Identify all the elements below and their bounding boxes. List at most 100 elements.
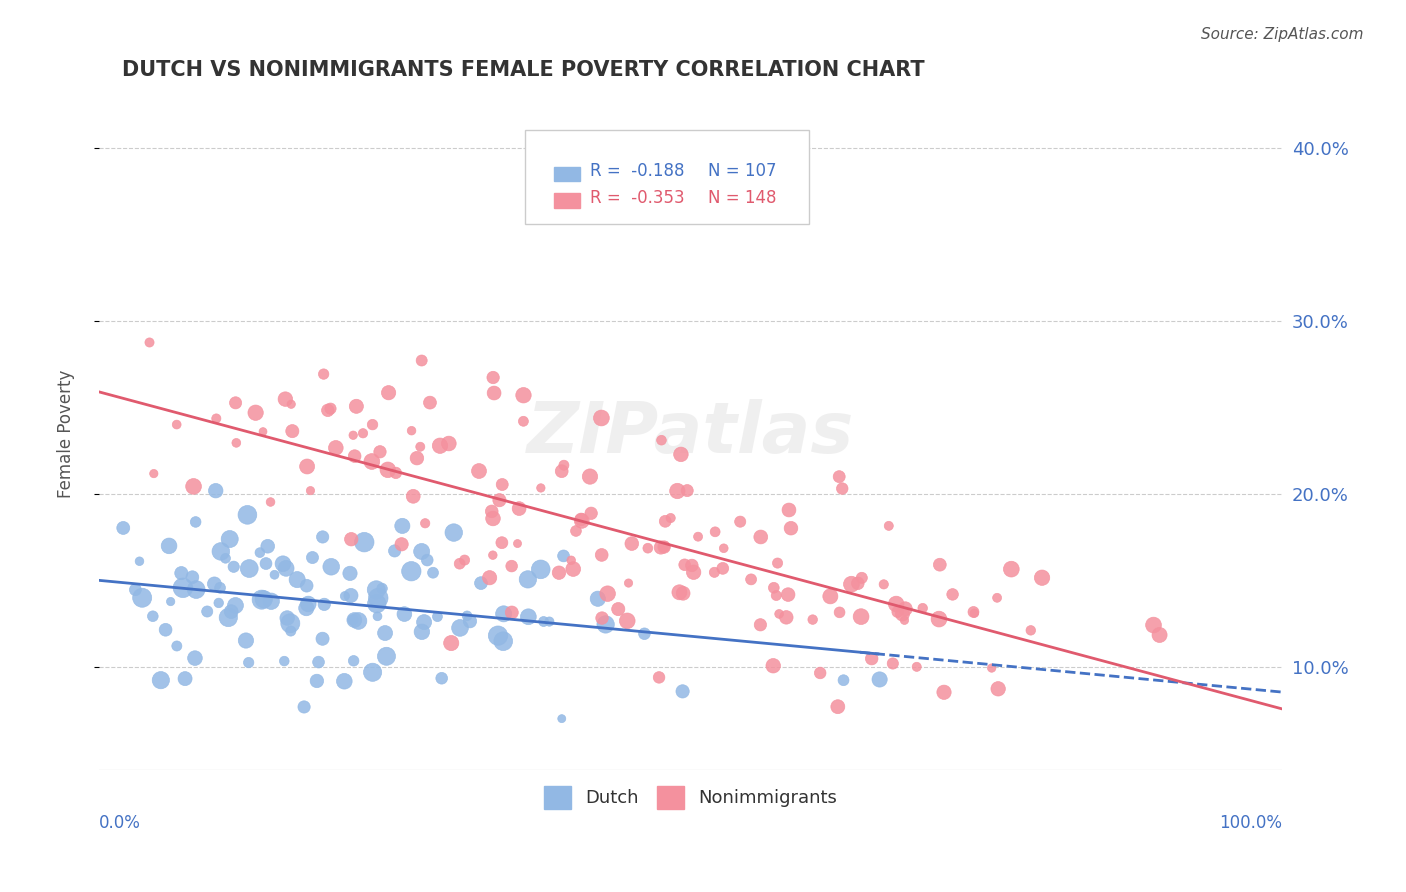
Point bbox=[208, 581, 231, 595]
Point bbox=[416, 553, 439, 567]
Point bbox=[297, 597, 319, 611]
Point bbox=[360, 454, 382, 468]
Point bbox=[654, 514, 676, 528]
Point bbox=[263, 567, 285, 582]
Point bbox=[311, 530, 333, 544]
Point bbox=[468, 464, 491, 478]
Point bbox=[516, 573, 538, 587]
Point bbox=[375, 649, 398, 664]
Point bbox=[659, 511, 682, 525]
Point bbox=[219, 605, 242, 619]
Point bbox=[579, 469, 602, 483]
Point bbox=[256, 539, 278, 553]
Point bbox=[553, 458, 575, 473]
Point bbox=[254, 557, 277, 571]
Text: R =  -0.188: R = -0.188 bbox=[591, 161, 685, 179]
Text: ZIPatlas: ZIPatlas bbox=[527, 399, 855, 468]
Point bbox=[893, 613, 915, 627]
Point bbox=[491, 477, 513, 491]
Point bbox=[591, 611, 613, 625]
Point bbox=[778, 588, 800, 602]
Text: R =  -0.353: R = -0.353 bbox=[591, 188, 685, 207]
Point bbox=[271, 557, 294, 571]
Point bbox=[342, 428, 364, 442]
Point bbox=[411, 544, 433, 558]
Point bbox=[704, 524, 727, 539]
Point bbox=[891, 607, 914, 621]
Point bbox=[676, 483, 699, 498]
Point bbox=[652, 540, 675, 554]
Point bbox=[411, 353, 433, 368]
Point bbox=[595, 617, 617, 632]
Point bbox=[245, 406, 267, 420]
Point bbox=[311, 632, 333, 646]
Point bbox=[617, 576, 640, 591]
Point bbox=[374, 626, 396, 640]
Point bbox=[377, 463, 399, 477]
Point bbox=[195, 605, 218, 619]
Point bbox=[832, 673, 855, 688]
Point bbox=[280, 397, 302, 411]
Text: N = 148: N = 148 bbox=[709, 188, 776, 207]
Point bbox=[131, 591, 153, 605]
Point bbox=[501, 606, 523, 620]
Point bbox=[565, 524, 588, 538]
Point bbox=[591, 411, 613, 425]
Point bbox=[295, 601, 318, 615]
Point bbox=[236, 508, 259, 522]
Point bbox=[172, 581, 194, 595]
Point bbox=[184, 515, 207, 529]
Point bbox=[166, 639, 188, 653]
Point bbox=[217, 610, 239, 624]
Point bbox=[681, 558, 703, 573]
Point bbox=[204, 483, 226, 498]
Point bbox=[426, 609, 449, 624]
Point bbox=[512, 388, 534, 402]
Point bbox=[112, 521, 135, 535]
Point bbox=[1019, 624, 1042, 638]
Point bbox=[762, 581, 785, 595]
Point bbox=[579, 506, 602, 520]
Point bbox=[728, 515, 751, 529]
Point bbox=[157, 539, 180, 553]
Point bbox=[762, 658, 785, 673]
Point bbox=[533, 615, 555, 629]
Point bbox=[235, 633, 257, 648]
Point bbox=[506, 536, 529, 550]
Point bbox=[391, 519, 413, 533]
Point bbox=[208, 596, 231, 610]
Point bbox=[342, 613, 364, 627]
Point bbox=[780, 521, 803, 535]
Point bbox=[512, 414, 534, 428]
Point bbox=[894, 602, 917, 616]
Point bbox=[1142, 618, 1164, 632]
Point bbox=[538, 615, 561, 629]
Point bbox=[343, 449, 366, 463]
Point bbox=[808, 665, 831, 680]
Point bbox=[352, 426, 374, 441]
Point bbox=[569, 512, 592, 526]
Point bbox=[873, 577, 896, 591]
Legend: Dutch, Nonimmigrants: Dutch, Nonimmigrants bbox=[544, 787, 837, 808]
Point bbox=[928, 558, 950, 572]
Point bbox=[340, 533, 363, 547]
Point bbox=[274, 392, 297, 406]
Point bbox=[877, 519, 900, 533]
Point bbox=[440, 636, 463, 650]
Point bbox=[453, 553, 475, 567]
Point bbox=[548, 566, 571, 580]
Point bbox=[801, 613, 824, 627]
Point bbox=[869, 673, 891, 687]
Text: 0.0%: 0.0% bbox=[98, 814, 141, 831]
Point bbox=[449, 557, 471, 571]
Point bbox=[987, 681, 1010, 696]
Point bbox=[749, 617, 772, 632]
Point bbox=[671, 684, 693, 698]
Point bbox=[905, 660, 928, 674]
Point bbox=[183, 479, 205, 493]
Point bbox=[422, 566, 444, 580]
Point bbox=[253, 592, 276, 607]
Point bbox=[571, 514, 593, 528]
Text: Source: ZipAtlas.com: Source: ZipAtlas.com bbox=[1201, 27, 1364, 42]
Point bbox=[413, 615, 436, 629]
